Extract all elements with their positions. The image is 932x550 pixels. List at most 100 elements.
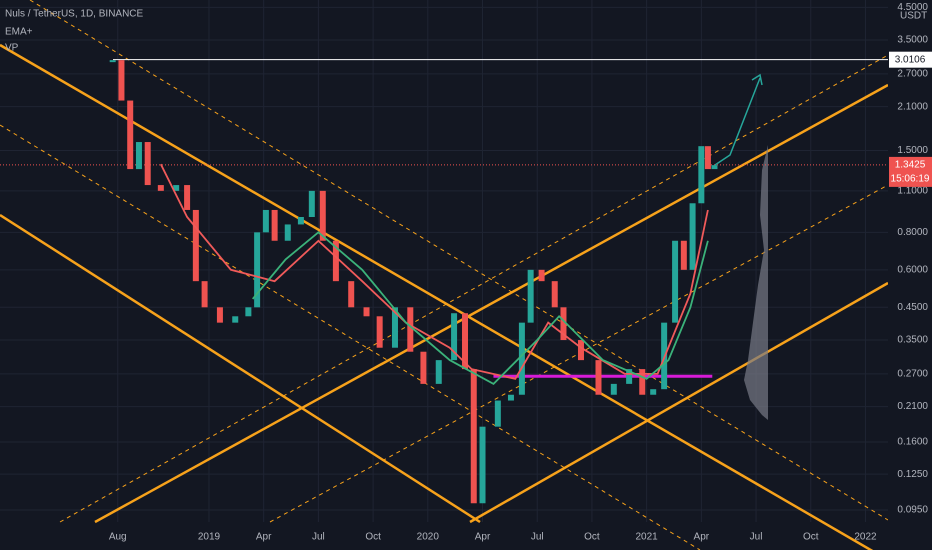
x-tick-label: 2020 (417, 532, 440, 543)
candle (332, 240, 339, 282)
candle (232, 316, 239, 323)
y-tick-label: 3.5000 (897, 35, 928, 46)
y-tick-label: 0.1600 (897, 437, 928, 448)
candle (254, 232, 261, 308)
candle (407, 307, 414, 352)
price-axis (888, 0, 932, 550)
x-tick-label: Oct (803, 532, 819, 543)
last-price-box (889, 156, 932, 187)
y-tick-label: 0.2100 (897, 401, 928, 412)
x-tick-label: Oct (584, 532, 600, 543)
candle (297, 216, 304, 225)
candle (144, 142, 151, 186)
candle (173, 185, 180, 191)
x-tick-label: 2021 (636, 532, 659, 543)
x-tick-label: Jul (312, 532, 325, 543)
x-tick-label: Aug (109, 532, 127, 543)
x-tick-label: Jul (750, 532, 763, 543)
candle (118, 60, 125, 101)
x-tick-label: Apr (256, 532, 272, 543)
candle (262, 209, 269, 233)
candle (462, 313, 469, 370)
candle (672, 240, 679, 323)
last-price-label: 1.3425 (895, 160, 926, 171)
candle (494, 400, 501, 427)
y-tick-label: 0.4500 (897, 302, 928, 313)
x-tick-label: Oct (365, 532, 381, 543)
candle (109, 60, 116, 63)
candle (527, 269, 534, 323)
indicator-label: VP (5, 43, 19, 54)
candle (451, 313, 458, 361)
y-tick-label: 0.0950 (897, 505, 928, 516)
candle (127, 100, 134, 170)
countdown-label: 15:06:19 (891, 174, 930, 185)
candle (626, 369, 633, 384)
y-tick-label: 1.5000 (897, 145, 928, 156)
candle (271, 209, 278, 241)
candle (201, 281, 208, 308)
y-tick-label: 0.1250 (897, 469, 928, 480)
candle (595, 360, 602, 395)
high-price-box (889, 51, 932, 68)
axis: 4.5000 3.5000 2.7000 2.1000 1.5000 1.1000 0.80… (109, 2, 932, 543)
candle (551, 281, 558, 308)
y-tick-label: 2.7000 (897, 69, 928, 80)
candle (479, 426, 486, 504)
candle (639, 369, 646, 395)
candle (319, 190, 326, 241)
candle (308, 190, 315, 217)
y-tick-label: 1.1000 (897, 185, 928, 196)
trend-line (0, 43, 874, 550)
y-tick-label: 0.8000 (897, 227, 928, 238)
trend-line (469, 281, 889, 524)
trend-line (94, 83, 889, 524)
candle (376, 316, 383, 348)
candle (689, 203, 696, 270)
candle (560, 307, 567, 341)
candle (470, 369, 477, 504)
trend-line-dashed (59, 54, 889, 523)
candle (711, 165, 718, 170)
y-tick-label: 0.3500 (897, 335, 928, 346)
candle (363, 307, 370, 317)
candle (610, 383, 617, 395)
trend-lines (0, 0, 889, 550)
projection-arrow (714, 73, 763, 166)
high-price-label: 3.0106 (895, 54, 926, 65)
plot (0, 59, 888, 504)
candle (284, 224, 291, 241)
x-tick-label: Apr (694, 532, 710, 543)
chart-title: Nuls / TetherUS, 1D, BINANCE (5, 9, 144, 20)
candle (577, 340, 584, 361)
trend-line (0, 213, 481, 524)
trend-line-dashed (0, 124, 701, 550)
x-tick-label: Apr (475, 532, 491, 543)
candle (192, 209, 199, 282)
currency-label: USDT (900, 11, 927, 22)
candle (704, 146, 711, 170)
candle (216, 307, 223, 323)
x-tick-label: 2019 (198, 532, 221, 543)
candle (507, 394, 514, 401)
x-tick-label: 2022 (854, 532, 877, 543)
candle (157, 185, 164, 191)
trend-line-dashed (269, 184, 889, 523)
candle (391, 307, 398, 348)
candle (435, 360, 442, 384)
candle (650, 389, 657, 395)
candle (420, 351, 427, 384)
candle (245, 307, 252, 317)
y-tick-label: 4.5000 (897, 2, 928, 13)
candle (518, 322, 525, 395)
indicator-label: EMA+ (5, 27, 33, 38)
ema-line (252, 231, 709, 386)
candle (135, 142, 142, 170)
y-tick-label: 0.2700 (897, 368, 928, 379)
y-tick-label: 2.1000 (897, 101, 928, 112)
candle (538, 269, 545, 282)
x-tick-label: Jul (531, 532, 544, 543)
candle (184, 185, 191, 210)
